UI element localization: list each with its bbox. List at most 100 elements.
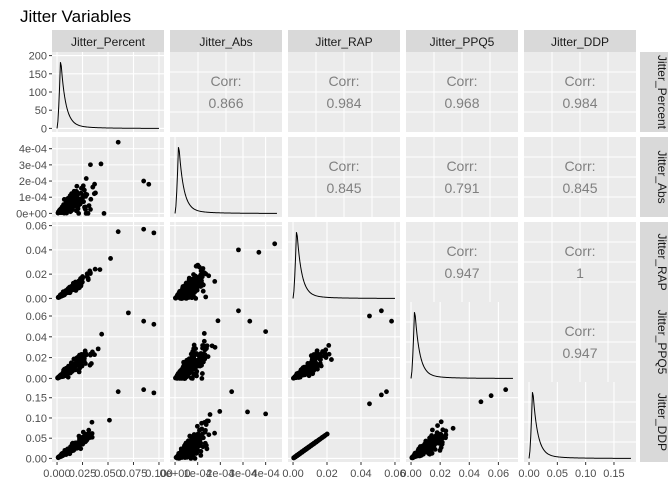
scatter-point <box>423 438 429 444</box>
scatter-point <box>66 202 72 208</box>
panel-r3-c1 <box>170 302 282 382</box>
x-tick-label: 0.05 <box>547 468 568 480</box>
scatter-point <box>188 289 193 295</box>
panel-r1-c2: Corr: 0.845 <box>288 137 400 217</box>
density-curve <box>56 62 159 129</box>
scatter-point <box>200 343 206 348</box>
scatter-point <box>450 425 456 431</box>
scatter-point <box>329 357 334 362</box>
panel-r2-c3: Corr: 0.947 <box>406 222 518 302</box>
scatter-point <box>430 442 436 448</box>
corr-label: Corr: <box>328 73 359 89</box>
scatter-point <box>193 296 199 301</box>
scatter-point <box>66 366 72 372</box>
scatter-point <box>194 369 200 374</box>
scatter-point <box>326 343 332 348</box>
y-tick-label: 0.04 <box>26 332 47 344</box>
panel-r3-c3 <box>406 302 518 382</box>
scatter-point <box>70 444 75 449</box>
column-strip <box>406 30 518 52</box>
scatter-point <box>236 247 241 253</box>
corr-label: Corr: <box>446 243 477 259</box>
scatter-point <box>384 389 389 395</box>
y-tick-label: 1e-04 <box>19 192 47 204</box>
scatter-point <box>438 445 444 450</box>
scatter-point <box>189 436 195 442</box>
scatter-point <box>195 352 201 358</box>
density-curve <box>410 312 513 379</box>
scatter-point <box>199 278 204 284</box>
scatter-point <box>307 443 313 449</box>
scatter-point <box>83 176 89 181</box>
scatter-point <box>202 347 208 353</box>
scatter-point <box>196 264 202 270</box>
scatter-point <box>186 451 192 457</box>
scatter-point <box>64 209 69 214</box>
scatter-point <box>97 267 103 272</box>
scatter-point <box>92 181 97 187</box>
y-tick-label: 4e-04 <box>19 144 47 156</box>
scatter-point <box>182 293 188 298</box>
scatter-point <box>189 295 195 300</box>
column-strip <box>170 30 282 52</box>
scatter-point <box>74 363 80 368</box>
scatter-point <box>207 412 213 417</box>
scatter-point <box>317 436 323 442</box>
corr-value: 0.968 <box>444 95 479 111</box>
scatter-point <box>199 376 205 381</box>
scatter-point <box>488 393 494 399</box>
scatter-point <box>309 368 315 374</box>
panel-r1-c4: Corr: 0.845 <box>524 137 636 217</box>
scatter-point <box>85 431 91 437</box>
corr-value: 0.845 <box>326 180 361 196</box>
row-strip <box>640 222 668 302</box>
y-tick-label: 3e-04 <box>19 160 47 172</box>
scatter-point <box>69 194 75 200</box>
corr-label: Corr: <box>446 158 477 174</box>
scatter-point <box>199 353 205 359</box>
x-tick-label: 0.04 <box>350 468 371 480</box>
x-tick-label: 0.02 <box>316 468 337 480</box>
corr-value: 1 <box>576 265 584 281</box>
scatter-point <box>206 432 212 438</box>
y-tick-label: 0.02 <box>26 269 47 281</box>
x-tick-label: 0.00 <box>282 468 303 480</box>
scatter-point <box>215 318 221 324</box>
y-tick-label: 0.00 <box>26 293 47 305</box>
scatter-point <box>75 197 81 203</box>
scatter-point <box>101 211 107 216</box>
scatter-point <box>191 346 197 351</box>
scatter-point <box>74 282 80 287</box>
corr-value: 0.866 <box>208 95 243 111</box>
scatter-point <box>192 456 198 461</box>
corr-label: Corr: <box>446 73 477 89</box>
column-strip-label: Jitter_RAP <box>315 35 372 49</box>
scatter-point <box>76 203 82 208</box>
row-strip-label: Jitter_RAP <box>655 233 669 290</box>
scatter-point <box>182 455 188 460</box>
column-strip-label: Jitter_Abs <box>199 35 252 49</box>
scatter-point <box>81 187 87 193</box>
x-tick-label: 0.100 <box>145 468 173 480</box>
scatter-point <box>87 362 93 368</box>
scatter-point <box>310 358 316 364</box>
scatter-point <box>317 361 323 366</box>
y-tick-label: 0 <box>41 123 47 135</box>
panel-r1-c3: Corr: 0.791 <box>406 137 518 217</box>
panel-r1-c1 <box>170 137 282 217</box>
panel-r2-c4: Corr: 1 <box>524 222 636 302</box>
y-tick-label: 0.02 <box>26 353 47 365</box>
scatter-point <box>195 283 201 289</box>
scatter-point <box>141 226 147 232</box>
y-tick-label: 50 <box>35 105 47 117</box>
scatter-point <box>87 271 93 276</box>
panel-r2-c0 <box>52 222 164 302</box>
x-tick-label: 0.06 <box>488 468 509 480</box>
scatter-point <box>322 351 328 357</box>
scatter-point <box>299 449 305 455</box>
chart-title: Jitter Variables <box>20 7 131 26</box>
scatter-point <box>88 206 93 212</box>
panel-r2-c2 <box>288 222 400 302</box>
row-strip <box>640 137 668 217</box>
